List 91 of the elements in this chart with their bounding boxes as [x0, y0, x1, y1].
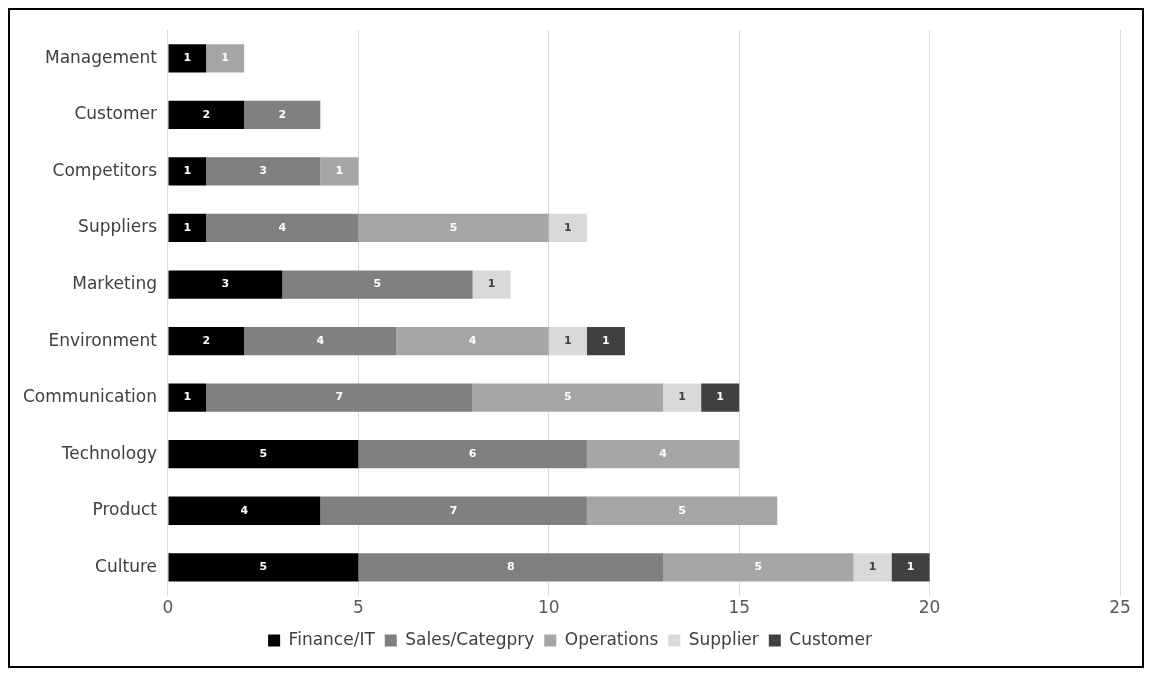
- bar: [168, 213, 207, 243]
- bar: [282, 270, 473, 299]
- bar: [168, 440, 359, 469]
- x-tick-label: 15: [728, 597, 751, 618]
- data-label: 5: [259, 560, 268, 574]
- bar: [472, 270, 511, 299]
- bar: [168, 553, 359, 582]
- y-tick-label: Competitors: [52, 159, 158, 180]
- bar: [244, 100, 321, 129]
- data-label: 5: [564, 390, 572, 404]
- y-tick-label: Culture: [95, 555, 157, 576]
- bar: [168, 100, 245, 129]
- data-label: 4: [468, 333, 477, 347]
- data-label: 1: [868, 560, 877, 574]
- x-tick-label: 5: [352, 597, 364, 618]
- data-label: 7: [449, 503, 458, 517]
- data-label: 1: [678, 390, 686, 404]
- bar: [853, 553, 892, 582]
- bar: [206, 383, 473, 412]
- data-label: 1: [716, 390, 724, 404]
- bar: [701, 383, 740, 412]
- y-tick-label: Communication: [22, 386, 157, 407]
- bar: [168, 44, 207, 73]
- data-label: 5: [259, 447, 268, 461]
- data-label: 2: [202, 107, 211, 121]
- bar: [663, 553, 854, 582]
- legend-label: Finance/IT: [288, 628, 376, 649]
- data-label: 1: [487, 277, 496, 291]
- bar: [320, 157, 359, 186]
- data-label: 3: [259, 164, 268, 178]
- bar: [358, 553, 664, 582]
- bar: [168, 157, 207, 186]
- legend-label: Sales/Categpry: [405, 628, 535, 649]
- data-label: 2: [278, 107, 287, 121]
- data-label: 1: [183, 164, 192, 178]
- bar: [206, 213, 359, 243]
- data-label: 5: [449, 220, 458, 234]
- data-label: 1: [183, 51, 192, 65]
- bar: [168, 326, 245, 356]
- data-label: 7: [335, 390, 344, 404]
- bar: [206, 157, 321, 186]
- data-label: 1: [221, 51, 229, 65]
- legend-label: Customer: [789, 628, 872, 649]
- y-tick-label: Technology: [60, 442, 157, 463]
- y-tick-label: Product: [92, 499, 158, 520]
- data-label: 5: [373, 277, 382, 291]
- data-label: 4: [240, 503, 249, 517]
- data-label: 1: [906, 560, 915, 574]
- bar: [206, 44, 245, 73]
- y-tick-label: Suppliers: [78, 216, 158, 237]
- data-label: 1: [183, 220, 192, 234]
- legend-label: Supplier: [688, 628, 759, 649]
- data-label: 5: [678, 503, 686, 517]
- y-tick-label: Customer: [74, 103, 157, 124]
- data-label: 2: [202, 333, 211, 347]
- data-label: 3: [221, 277, 230, 291]
- legend-label: Operations: [564, 628, 659, 649]
- bar: [663, 383, 702, 412]
- bar: [586, 496, 778, 525]
- bar: [891, 553, 930, 582]
- data-label: 4: [278, 220, 287, 234]
- x-tick-label: 20: [918, 597, 941, 618]
- bar: [358, 213, 549, 243]
- bar: [548, 213, 587, 243]
- bar: [244, 326, 397, 356]
- bar: [320, 496, 587, 525]
- x-tick-label: 10: [537, 597, 560, 618]
- data-label: 4: [316, 333, 325, 347]
- data-label: 6: [468, 447, 477, 461]
- y-tick-label: Environment: [48, 329, 158, 350]
- bar: [472, 383, 664, 412]
- data-label: 1: [602, 333, 610, 347]
- y-tick-label: Marketing: [72, 272, 157, 293]
- bar: [586, 440, 740, 469]
- data-label: 5: [754, 560, 763, 574]
- bar: [168, 496, 321, 525]
- bar: [168, 383, 207, 412]
- x-tick-label: 25: [1109, 597, 1131, 618]
- y-tick-label: Management: [44, 46, 158, 67]
- bar: [396, 326, 549, 356]
- data-label: 1: [183, 390, 192, 404]
- bar: [358, 440, 587, 469]
- data-label: 1: [564, 333, 572, 347]
- data-label: 4: [659, 447, 668, 461]
- bar: [548, 326, 587, 356]
- data-label: 1: [335, 164, 344, 178]
- data-label: 1: [564, 220, 572, 234]
- data-label: 8: [506, 560, 515, 574]
- x-tick-label: 0: [162, 597, 174, 618]
- bar: [168, 270, 283, 299]
- bar: [586, 326, 625, 356]
